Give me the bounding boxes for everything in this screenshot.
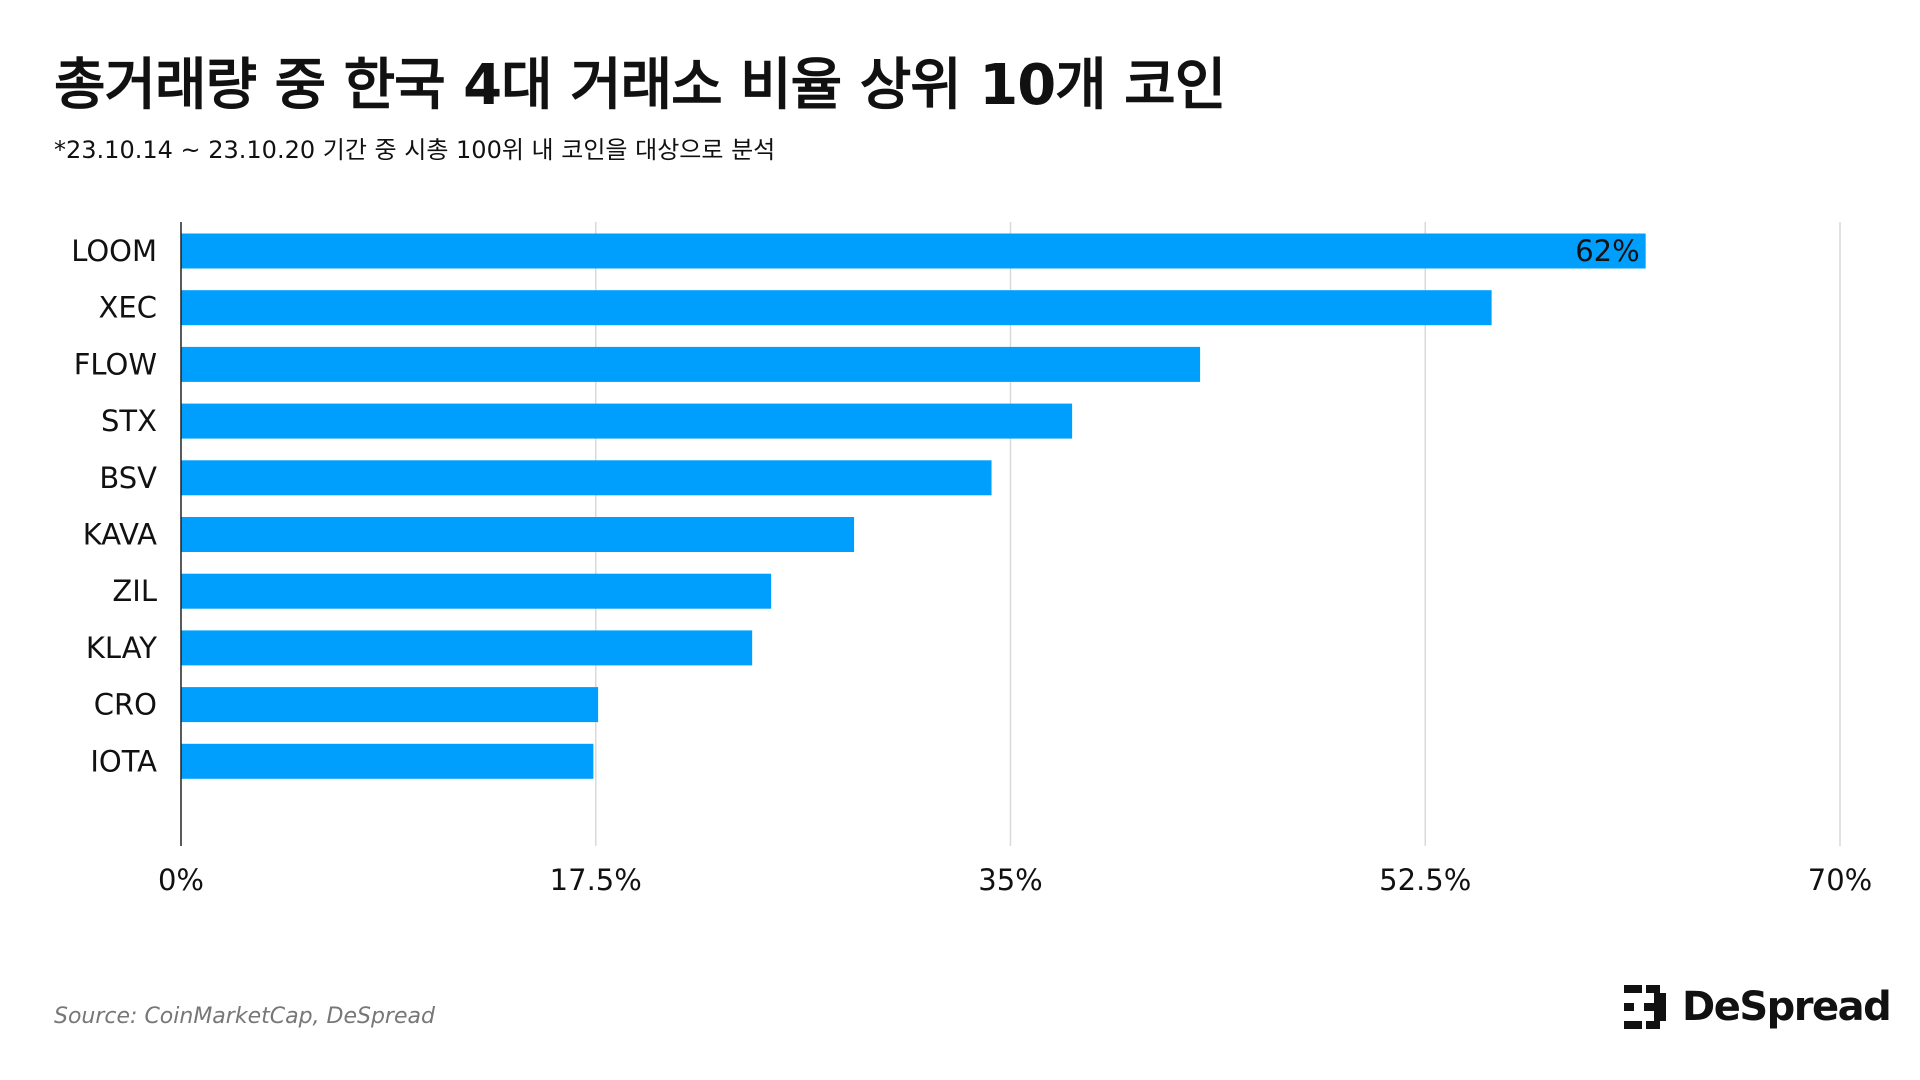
category-label: ZIL [112, 574, 157, 608]
bar-xec [181, 290, 1492, 326]
category-label: IOTA [90, 744, 157, 778]
x-tick-label: 35% [978, 863, 1042, 897]
bar-cro [181, 687, 599, 723]
brand-name: DeSpread [1682, 984, 1892, 1030]
bar-stx [181, 403, 1073, 439]
bar-loom [181, 233, 1646, 269]
bar-zil [181, 573, 772, 609]
category-label: STX [101, 404, 157, 438]
page-title: 총거래량 중 한국 4대 거래소 비율 상위 10개 코인 [54, 53, 1226, 118]
bar-bsv [181, 460, 992, 496]
x-tick-label: 52.5% [1379, 863, 1471, 897]
category-label: BSV [99, 461, 157, 495]
source-note: Source: CoinMarketCap, DeSpread [54, 1004, 435, 1029]
bar-flow [181, 346, 1201, 382]
category-label: CRO [94, 688, 157, 722]
bar-kava [181, 517, 855, 552]
brand: DeSpread [1624, 982, 1892, 1032]
page-subtitle: *23.10.14 ~ 23.10.20 기간 중 시총 100위 내 코인을 … [54, 136, 776, 164]
bar-klay [181, 630, 753, 666]
data-label: 62% [1575, 234, 1639, 268]
despread-logo-icon [1624, 985, 1666, 1029]
category-label: KAVA [83, 518, 157, 552]
x-tick-label: 17.5% [550, 863, 642, 897]
bar-iota [181, 743, 594, 779]
category-label: KLAY [86, 631, 157, 665]
category-label: XEC [99, 291, 157, 325]
category-label: LOOM [71, 234, 157, 268]
x-tick-label: 0% [158, 863, 204, 897]
x-tick-label: 70% [1808, 863, 1872, 897]
category-label: FLOW [74, 347, 157, 381]
